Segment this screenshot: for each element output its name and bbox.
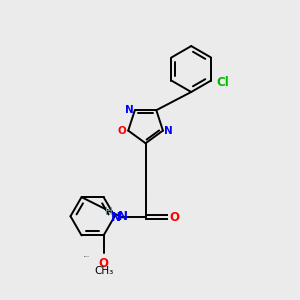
Text: N: N [124, 105, 134, 115]
Text: H: H [105, 207, 113, 217]
Text: O: O [99, 256, 109, 270]
Text: N: N [164, 126, 173, 136]
Text: methoxy: methoxy [84, 256, 91, 257]
Text: N: N [118, 210, 128, 223]
Text: CH₃: CH₃ [94, 266, 113, 276]
Text: N: N [110, 211, 121, 224]
Text: Cl: Cl [216, 76, 229, 89]
Text: O: O [118, 126, 127, 136]
Text: O: O [169, 211, 179, 224]
